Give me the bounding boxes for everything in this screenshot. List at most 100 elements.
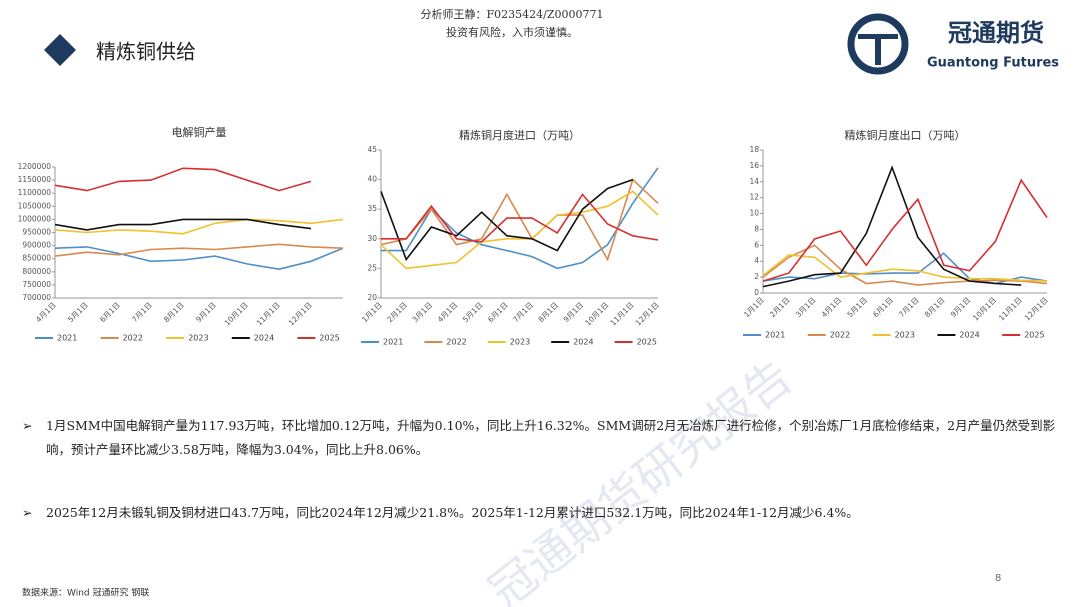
page-number: 8 bbox=[995, 573, 1001, 584]
x-tick-label: 5月1日 bbox=[66, 300, 90, 324]
x-tick-label: 1月1日 bbox=[360, 300, 384, 324]
series-line bbox=[380, 178, 634, 262]
risk-note: 投资有风险，入市须谨慎。 bbox=[446, 25, 578, 39]
x-tick-label: 9月1日 bbox=[949, 295, 973, 319]
chart-title: 电解铜产量 bbox=[172, 125, 227, 139]
legend-label: 2023 bbox=[510, 338, 530, 347]
legend-label: 2021 bbox=[383, 338, 403, 347]
legend-label: 2023 bbox=[188, 334, 208, 343]
legend-label: 2025 bbox=[319, 334, 339, 343]
bullet-marker: ➢ bbox=[22, 505, 33, 520]
legend-label: 2022 bbox=[123, 334, 143, 343]
bullet-1: ➢ 1月SMM中国电解铜产量为117.93万吨，环比增加0.12万吨，升幅为0.1… bbox=[22, 414, 1062, 462]
x-tick-label: 12月1日 bbox=[634, 300, 661, 327]
bullet-text: 1月SMM中国电解铜产量为117.93万吨，环比增加0.12万吨，升幅为0.10… bbox=[46, 418, 1056, 457]
x-tick-label: 6月1日 bbox=[871, 295, 895, 319]
bullet-text: 2025年12月未锻轧铜及铜材进口43.7万吨，同比2024年12月减少21.8… bbox=[46, 505, 859, 520]
charts: 电解铜产量 700000 750000 800000 850000 900000 95000… bbox=[18, 125, 1050, 347]
legend-label: 2022 bbox=[830, 331, 850, 340]
x-tick-label: 11月1日 bbox=[609, 300, 636, 327]
x-tick-label: 3月1日 bbox=[410, 300, 434, 324]
x-tick-label: 12月1日 bbox=[1023, 295, 1050, 322]
chart-title: 精炼铜月度出口（万吨） bbox=[845, 128, 966, 142]
x-tick-label: 9月1日 bbox=[194, 300, 218, 324]
y-tick-label: 10 bbox=[749, 209, 759, 218]
chart-title: 精炼铜月度进口（万吨） bbox=[459, 128, 580, 142]
y-tick-label: 950000 bbox=[22, 228, 51, 237]
x-tick-label: 3月1日 bbox=[794, 295, 818, 319]
x-tick-label: 8月1日 bbox=[162, 300, 186, 324]
series-line bbox=[54, 246, 344, 271]
title-diamond bbox=[44, 34, 76, 66]
logo-stem bbox=[875, 39, 881, 65]
legend-label: 2025 bbox=[1024, 331, 1044, 340]
x-tick-label: 5月1日 bbox=[845, 295, 869, 319]
y-tick-label: 1100000 bbox=[18, 188, 52, 197]
series-line bbox=[762, 165, 1022, 288]
x-tick-label: 6月1日 bbox=[98, 300, 122, 324]
legend-label: 2023 bbox=[895, 331, 915, 340]
y-tick-label: 4 bbox=[754, 256, 759, 265]
source: 数据来源：Wind 冠通研究 钢联 bbox=[22, 587, 149, 599]
y-tick-label: 850000 bbox=[22, 254, 51, 263]
series-line bbox=[381, 167, 659, 270]
x-tick-label: 11月1日 bbox=[255, 300, 282, 327]
y-tick-label: 18 bbox=[749, 145, 759, 154]
y-tick-label: 0 bbox=[754, 288, 759, 297]
x-tick-label: 5月1日 bbox=[461, 300, 485, 324]
y-tick-label: 35 bbox=[367, 204, 377, 213]
x-tick-label: 8月1日 bbox=[923, 295, 947, 319]
y-tick-label: 6 bbox=[754, 240, 759, 249]
y-tick-label: 25 bbox=[367, 263, 377, 272]
y-tick-label: 750000 bbox=[22, 280, 51, 289]
logo-en: Guantong Futures bbox=[927, 56, 1059, 71]
y-tick-label: 1000000 bbox=[18, 214, 52, 223]
x-tick-label: 10月1日 bbox=[223, 300, 250, 327]
x-tick-label: 9月1日 bbox=[562, 300, 586, 324]
series-line bbox=[380, 178, 659, 262]
series-line bbox=[762, 244, 1048, 286]
y-tick-label: 800000 bbox=[22, 267, 51, 276]
logo-bar bbox=[858, 34, 898, 39]
series-line bbox=[54, 218, 344, 235]
x-tick-label: 10月1日 bbox=[583, 300, 610, 327]
x-tick-label: 2月1日 bbox=[768, 295, 792, 319]
x-tick-label: 10月1日 bbox=[971, 295, 998, 322]
y-tick-label: 30 bbox=[367, 234, 377, 243]
watermark: 冠通期货研究报告 bbox=[479, 349, 802, 607]
y-tick-label: 2 bbox=[754, 272, 759, 281]
x-tick-label: 7月1日 bbox=[511, 300, 535, 324]
logo-cn: 冠通期货 bbox=[948, 19, 1044, 47]
series-line bbox=[381, 193, 659, 243]
x-tick-label: 4月1日 bbox=[436, 300, 460, 324]
y-tick-label: 1050000 bbox=[18, 201, 52, 210]
legend-label: 2021 bbox=[765, 331, 785, 340]
legend-label: 2024 bbox=[959, 331, 979, 340]
x-tick-label: 6月1日 bbox=[486, 300, 510, 324]
x-tick-label: 11月1日 bbox=[997, 295, 1024, 322]
x-tick-label: 4月1日 bbox=[34, 300, 58, 324]
analyst: 分析师王静：F0235424/Z0000771 bbox=[421, 7, 604, 21]
series-line bbox=[54, 167, 312, 192]
y-tick-label: 14 bbox=[749, 177, 759, 186]
y-tick-label: 12 bbox=[749, 193, 759, 202]
series-line bbox=[762, 254, 1048, 282]
bullet-2: ➢ 2025年12月未锻轧铜及铜材进口43.7万吨，同比2024年12月减少21.… bbox=[22, 501, 1072, 525]
y-tick-label: 900000 bbox=[22, 241, 51, 250]
y-tick-label: 20 bbox=[367, 293, 377, 302]
logo-ring bbox=[847, 13, 909, 75]
legend-label: 2021 bbox=[57, 334, 77, 343]
y-tick-label: 1150000 bbox=[18, 175, 52, 184]
legend-label: 2022 bbox=[446, 338, 466, 347]
bullet-marker: ➢ bbox=[22, 418, 33, 433]
series-line bbox=[54, 218, 312, 231]
legend-label: 2024 bbox=[573, 338, 593, 347]
x-tick-label: 7月1日 bbox=[130, 300, 154, 324]
x-tick-label: 12月1日 bbox=[287, 300, 314, 327]
legend-label: 2024 bbox=[254, 334, 274, 343]
x-tick-label: 1月1日 bbox=[742, 295, 766, 319]
logo: 冠通期货 Guantong Futures bbox=[847, 13, 1059, 75]
y-tick-label: 40 bbox=[367, 175, 377, 184]
x-tick-label: 8月1日 bbox=[536, 300, 560, 324]
